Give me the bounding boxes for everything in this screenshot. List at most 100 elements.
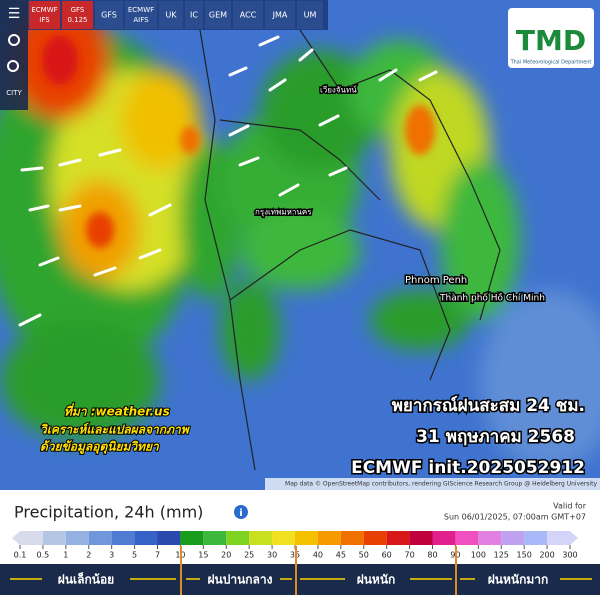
legend-tick-label: 60 bbox=[382, 551, 392, 560]
color-bin bbox=[12, 531, 43, 545]
source-line: ด้วยข้อมูลอุตุนิยมวิทยา bbox=[40, 440, 160, 455]
color-bin bbox=[363, 531, 387, 545]
attribution: Map data © OpenStreetMap contributors, r… bbox=[285, 481, 597, 488]
headline-line: พยากรณ์ฝนสะสม 24 ชม. bbox=[392, 395, 585, 416]
legend: Precipitation, 24h (mm) i Valid for Sun … bbox=[12, 502, 587, 560]
headline-line: 31 พฤษภาคม 2568 bbox=[416, 427, 575, 447]
color-bin bbox=[317, 531, 341, 545]
legend-tick-label: 3 bbox=[109, 551, 114, 560]
color-bin bbox=[340, 531, 364, 545]
category-label: ฝนหนัก bbox=[357, 573, 396, 587]
category-dividers bbox=[180, 546, 457, 595]
tab-bg[interactable] bbox=[159, 1, 183, 29]
tab-bg[interactable] bbox=[233, 1, 263, 29]
menu-icon[interactable]: ☰ bbox=[8, 6, 21, 22]
tab-bg[interactable] bbox=[62, 1, 93, 29]
category-label: ฝนปานกลาง bbox=[207, 573, 272, 587]
tab[interactable]: IC bbox=[190, 11, 198, 20]
legend-tick-label: 70 bbox=[404, 551, 414, 560]
color-bin bbox=[501, 531, 525, 545]
tab-bg[interactable] bbox=[205, 1, 231, 29]
source: ที่มา :weather.us วิเคราะห์และแปลผลจากภา… bbox=[39, 402, 192, 456]
tab[interactable]: ACC bbox=[240, 11, 257, 20]
tab[interactable]: GFS 0.125 bbox=[67, 6, 87, 24]
legend-tick-label: 25 bbox=[244, 551, 254, 560]
color-bin bbox=[272, 531, 295, 545]
tab[interactable]: UM bbox=[304, 11, 317, 20]
color-bin bbox=[295, 531, 318, 545]
legend-tick-label: 40 bbox=[313, 551, 323, 560]
city-toggle[interactable]: CITY bbox=[6, 89, 22, 97]
city-label: เวียงจันทน์ bbox=[320, 85, 357, 95]
color-bin bbox=[180, 531, 204, 545]
color-bin bbox=[42, 531, 66, 545]
legend-tick-label: 0.5 bbox=[37, 551, 50, 560]
legend-tick-label: 15 bbox=[198, 551, 208, 560]
legend-tick-label: 80 bbox=[427, 551, 437, 560]
color-bin bbox=[88, 531, 112, 545]
legend-tick-label: 5 bbox=[132, 551, 137, 560]
tab-bg[interactable] bbox=[185, 1, 203, 29]
borders bbox=[199, 29, 501, 471]
color-bin bbox=[226, 531, 250, 545]
legend-tick-label: 150 bbox=[517, 551, 532, 560]
category-label: ฝนเล็กน้อย bbox=[58, 572, 114, 587]
color-bin bbox=[409, 531, 433, 545]
color-bin bbox=[157, 531, 181, 545]
tab[interactable]: UK bbox=[165, 11, 177, 20]
valid-label: Valid for bbox=[553, 502, 587, 511]
city-label: Thành phố Hồ Chí Minh bbox=[439, 293, 545, 304]
attribution-bg bbox=[265, 478, 600, 490]
legend-tick-label: 0.1 bbox=[14, 551, 27, 560]
tab[interactable]: ECMWF IFS bbox=[31, 6, 57, 24]
sidebar bbox=[0, 0, 28, 110]
headline-line: ECMWF init.2025052912 bbox=[351, 458, 585, 478]
headline: พยากรณ์ฝนสะสม 24 ชม. 31 พฤษภาคม 2568 ECM… bbox=[350, 394, 587, 480]
legend-tick-label: 125 bbox=[494, 551, 509, 560]
legend-title: Precipitation, 24h (mm) bbox=[14, 503, 203, 522]
source-line: ที่มา :weather.us bbox=[64, 403, 170, 419]
color-bin bbox=[249, 531, 273, 545]
color-bin bbox=[134, 531, 158, 545]
tab-bg[interactable] bbox=[265, 1, 295, 29]
color-bin bbox=[455, 531, 479, 545]
info-icon[interactable] bbox=[234, 505, 248, 519]
color-bin bbox=[386, 531, 410, 545]
tab[interactable]: GFS bbox=[101, 11, 117, 20]
legend-tick-label: 2 bbox=[86, 551, 91, 560]
valid-time: Sun 06/01/2025, 07:00am GMT+07 bbox=[444, 513, 586, 522]
info-icon-glyph[interactable]: i bbox=[239, 508, 242, 519]
legend-tick-label: 7 bbox=[155, 551, 160, 560]
tab-bg[interactable] bbox=[297, 1, 323, 29]
logo-subtitle: Thai Meteorological Department bbox=[510, 60, 592, 66]
color-bin bbox=[111, 531, 135, 545]
tabs: ECMWF IFS GFS 0.125 GFS ECMWF AIFS UK IC GEM ACC JM… bbox=[29, 1, 323, 29]
category-labels: ฝนเล็กน้อย ฝนปานกลาง ฝนหนัก ฝนหนักมาก bbox=[58, 572, 548, 587]
tab-bg[interactable] bbox=[29, 1, 60, 29]
legend-tick-label: 50 bbox=[359, 551, 369, 560]
legend-tick-label: 100 bbox=[471, 551, 486, 560]
logo-box bbox=[508, 8, 594, 68]
location-icon[interactable] bbox=[8, 34, 20, 46]
zoom-icon[interactable] bbox=[7, 60, 19, 72]
color-bin bbox=[524, 531, 548, 545]
color-bar: 0.10.51235710152025303540455060708090100… bbox=[12, 531, 578, 560]
category-label: ฝนหนักมาก bbox=[488, 573, 549, 587]
color-bin bbox=[203, 531, 227, 545]
color-bin bbox=[547, 531, 578, 545]
tab[interactable]: JMA bbox=[272, 11, 288, 20]
precip-field bbox=[0, 0, 600, 470]
legend-tick-label: 200 bbox=[539, 551, 554, 560]
wind-arrows bbox=[18, 35, 438, 327]
legend-tick-label: 1 bbox=[63, 551, 68, 560]
logo: TMD Thai Meteorological Department bbox=[508, 8, 594, 68]
legend-tick-label: 300 bbox=[562, 551, 577, 560]
tab-bg[interactable] bbox=[95, 1, 123, 29]
category-bar: ฝนเล็กน้อย ฝนปานกลาง ฝนหนัก ฝนหนักมาก bbox=[0, 546, 600, 595]
tab-bg[interactable] bbox=[125, 1, 157, 29]
legend-tick-label: 20 bbox=[221, 551, 231, 560]
sidebar-icons[interactable]: ☰ CITY bbox=[6, 6, 22, 97]
precip-cores bbox=[42, 35, 435, 248]
tab[interactable]: GEM bbox=[209, 11, 227, 20]
tab[interactable]: ECMWF AIFS bbox=[128, 6, 154, 24]
